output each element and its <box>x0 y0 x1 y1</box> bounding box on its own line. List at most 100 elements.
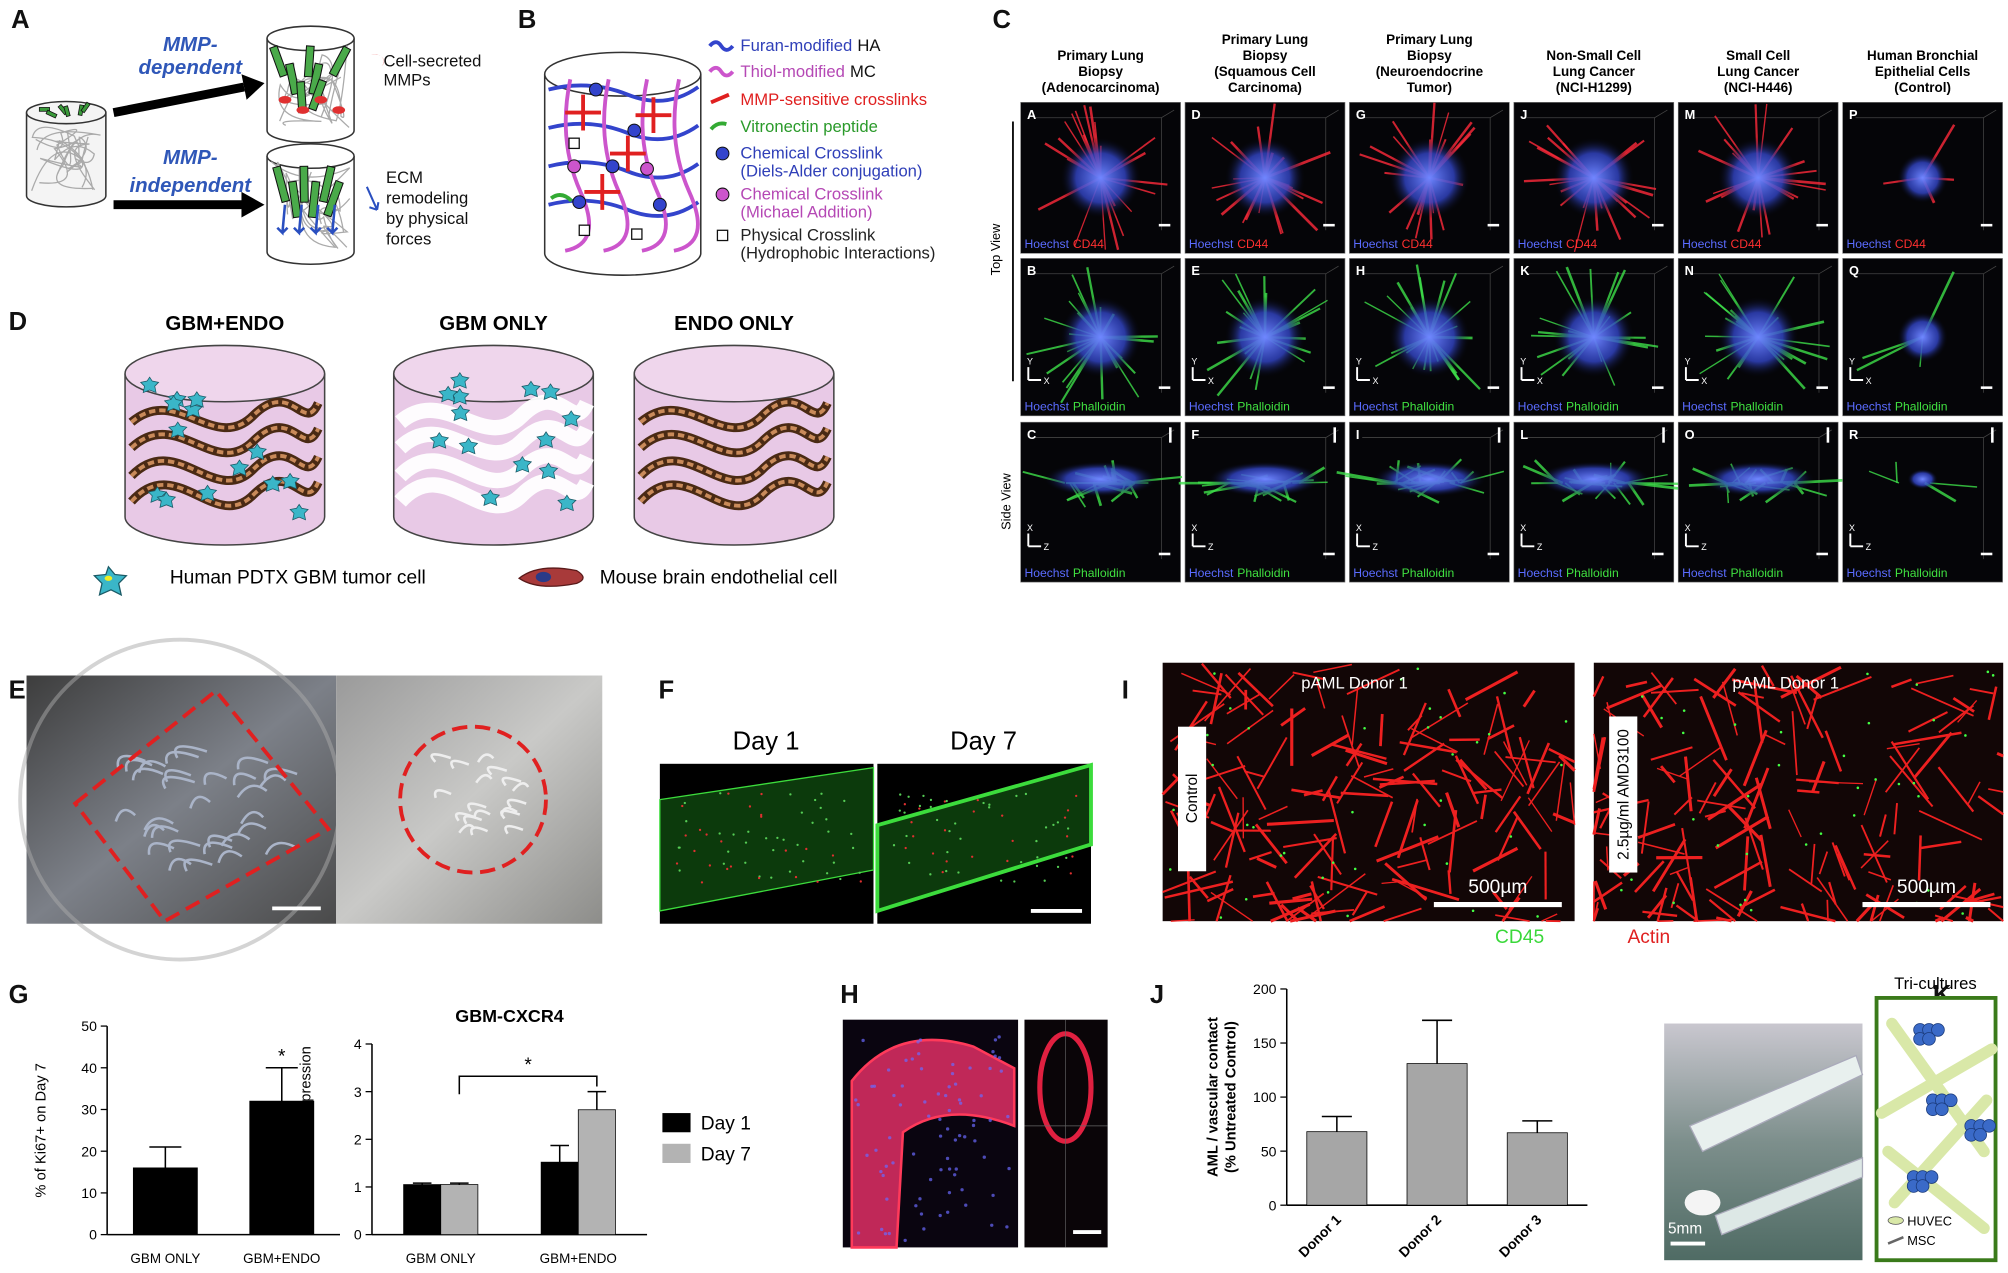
vessel <box>1917 835 1922 881</box>
vessel <box>1351 891 1368 916</box>
cell <box>1681 731 1685 735</box>
vessel <box>1715 916 1732 923</box>
stain-label: Hoechst CD44 <box>1353 237 1433 251</box>
channel <box>232 772 257 786</box>
panel-letter: G <box>9 981 29 1009</box>
bar <box>1406 1063 1468 1206</box>
icon <box>708 65 735 78</box>
micrograph <box>1842 421 2003 583</box>
vessel <box>1790 675 1824 739</box>
label: MMP- <box>163 146 218 169</box>
cell <box>1991 674 1995 677</box>
nucleus <box>953 1138 958 1142</box>
day-label: Day 1 <box>733 728 800 756</box>
tile-letter: A <box>1027 107 1036 122</box>
speck <box>1069 872 1072 875</box>
speck <box>1043 879 1046 882</box>
cell <box>1353 867 1357 871</box>
label: remodeling <box>386 188 468 207</box>
cell <box>1915 683 1919 686</box>
vessel <box>1605 684 1662 710</box>
vessel <box>1480 794 1487 820</box>
nucleus <box>885 1197 889 1201</box>
speck <box>708 864 712 867</box>
nucleus <box>957 1098 962 1102</box>
vessel <box>1224 812 1240 868</box>
label: Small Cell <box>1726 48 1790 63</box>
nucleus <box>928 1177 933 1182</box>
cell <box>1986 670 1990 674</box>
box-outline <box>1855 109 1997 231</box>
vessel <box>1650 688 1699 694</box>
channel <box>476 753 495 763</box>
nucleus <box>960 1188 964 1192</box>
cell <box>1451 753 1454 756</box>
vessel <box>1890 740 1930 800</box>
y-axis-label: % of Ki67+ on Day 7 <box>34 1063 50 1197</box>
vessel <box>1869 894 1880 922</box>
stain: Hoechst <box>1518 400 1563 414</box>
error-bar <box>1422 1019 1453 1064</box>
cell <box>38 107 50 112</box>
fiber <box>1895 461 1898 484</box>
vessel <box>1659 765 1676 784</box>
nucleus <box>993 1038 998 1042</box>
vessel <box>1951 894 2004 909</box>
nucleus <box>991 1050 995 1054</box>
day-label: Day 7 <box>950 728 1017 756</box>
da-crosslink <box>605 159 620 174</box>
nucleus <box>957 1133 962 1138</box>
stain-label: Hoechst CD44 <box>1189 237 1269 251</box>
speck <box>976 798 979 802</box>
fiber <box>1929 482 1978 488</box>
label: Vitronectin peptide <box>740 117 877 136</box>
box-outline <box>1033 265 1175 393</box>
nucleus <box>888 1136 892 1140</box>
panel-letter: C <box>992 6 1010 34</box>
speck <box>819 806 822 810</box>
panel-letter: J <box>1150 981 1164 1009</box>
channel <box>501 776 522 787</box>
speck <box>757 876 761 880</box>
cell <box>1672 901 1675 905</box>
vessel <box>1310 881 1323 922</box>
vessel <box>1496 816 1519 861</box>
vessel <box>1349 905 1386 923</box>
channel <box>264 841 299 856</box>
legend-text: MSC <box>1907 1233 1935 1248</box>
tumor-cell <box>263 475 283 492</box>
vessel <box>1693 677 1737 707</box>
vessel <box>1884 747 1921 793</box>
tumor-cell <box>1924 1170 1939 1184</box>
fiber <box>36 131 101 190</box>
micrograph <box>1677 421 1839 583</box>
axis-glyph-label: X <box>1537 376 1543 386</box>
nucleus <box>910 1057 914 1061</box>
stain: CD44 <box>1073 237 1104 251</box>
vessel <box>1910 687 1974 717</box>
vessel <box>1938 704 1975 734</box>
label: (NCI-H1299) <box>1556 80 1632 95</box>
legend-icon <box>1887 1235 1904 1245</box>
micrograph <box>1513 421 1675 583</box>
force-arrow <box>276 204 289 236</box>
cell <box>328 45 352 78</box>
vessel <box>1505 756 1556 764</box>
vessel <box>1800 903 1810 922</box>
speck <box>918 807 921 810</box>
vessel <box>1346 668 1400 695</box>
stain: CD44 <box>1402 237 1433 251</box>
nucleus <box>856 1231 861 1235</box>
stain: Phalloidin <box>1073 400 1126 414</box>
nucleus <box>999 1069 1003 1073</box>
tumor-cell <box>438 385 458 403</box>
speck <box>681 804 684 808</box>
error-bar <box>149 1146 182 1168</box>
cell <box>318 165 336 204</box>
stain: Phalloidin <box>1237 566 1290 580</box>
vessel <box>1448 809 1458 873</box>
speck <box>816 880 819 883</box>
vessel <box>1236 755 1267 811</box>
tile-letter: K <box>1520 263 1530 278</box>
speck <box>760 815 763 818</box>
